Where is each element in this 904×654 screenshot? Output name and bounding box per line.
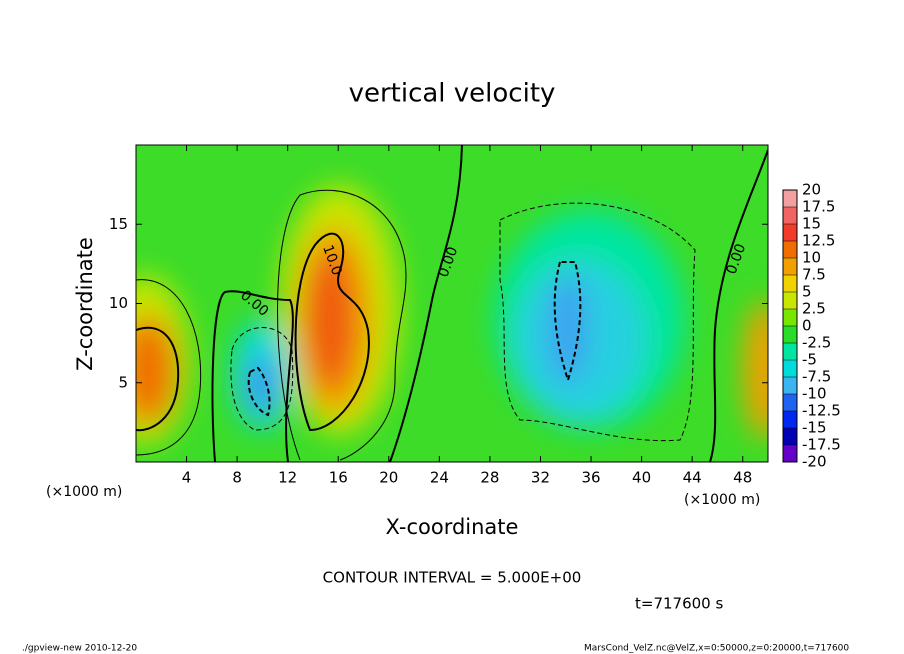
colorbar-label: -10 — [802, 385, 827, 403]
colorbar-label: 2.5 — [802, 300, 826, 318]
colorbar-band — [783, 377, 797, 394]
footer-right: MarsCond_VelZ.nc@VelZ,x=0:50000,z=0:2000… — [584, 644, 849, 654]
colorbar-label: -2.5 — [802, 334, 831, 352]
chart-title: vertical velocity — [349, 79, 556, 109]
colorbar-band — [783, 275, 797, 292]
colorbar-label: 20 — [802, 181, 821, 199]
x-unit-label: (×1000 m) — [684, 492, 760, 508]
colorbar-band — [783, 360, 797, 377]
colorbar-band — [783, 207, 797, 224]
colorbar-band — [783, 309, 797, 326]
x-tick-label: 40 — [632, 469, 651, 487]
colorbar-label: 0 — [802, 317, 812, 335]
x-tick-label: 16 — [329, 469, 348, 487]
colorbar-band — [783, 292, 797, 309]
x-axis-label: X-coordinate — [386, 515, 519, 539]
colorbar-label: 15 — [802, 215, 821, 233]
x-tick-label: 44 — [683, 469, 702, 487]
colorbar-band — [783, 258, 797, 275]
colorbar-label: -7.5 — [802, 368, 831, 386]
colorbar-band — [783, 411, 797, 428]
colorbar-band — [783, 326, 797, 343]
y-tick-label: 5 — [118, 373, 128, 391]
colorbar-label: -17.5 — [802, 436, 841, 454]
time-label: t=717600 s — [635, 595, 723, 613]
contour-interval: CONTOUR INTERVAL = 5.000E+00 — [323, 569, 582, 587]
colorbar-label: 10 — [802, 249, 821, 267]
x-tick-label: 32 — [531, 469, 550, 487]
colorbar-band — [783, 190, 797, 207]
contours — [136, 145, 768, 462]
colorbar-label: 5 — [802, 283, 812, 301]
colorbar-label: 7.5 — [802, 266, 826, 284]
colorbar-label: -15 — [802, 419, 827, 437]
colorbar-label: 17.5 — [802, 198, 835, 216]
x-tick-label: 4 — [182, 469, 192, 487]
colorbar-label: -12.5 — [802, 402, 841, 420]
x-tick-label: 20 — [379, 469, 398, 487]
colorbar-band — [783, 224, 797, 241]
y-tick-label: 15 — [109, 215, 128, 233]
y-axis-label: Z-coordinate — [73, 237, 97, 371]
colorbar-band — [783, 394, 797, 411]
x-unit-label: (×1000 m) — [46, 484, 122, 500]
x-tick-label: 36 — [581, 469, 600, 487]
x-tick-label: 24 — [430, 469, 449, 487]
colorbar-band — [783, 241, 797, 258]
x-tick-label: 28 — [480, 469, 499, 487]
colorbar-label: -5 — [802, 351, 817, 369]
y-tick-label: 10 — [109, 294, 128, 312]
colorbar-label: -20 — [802, 453, 827, 471]
x-tick-label: 12 — [278, 469, 297, 487]
colorbar-band — [783, 428, 797, 445]
colorbar-label: 12.5 — [802, 232, 835, 250]
x-tick-label: 48 — [733, 469, 752, 487]
field — [136, 145, 768, 462]
colorbar-band — [783, 343, 797, 360]
x-tick-label: 8 — [232, 469, 242, 487]
colorbar-band — [783, 445, 797, 462]
footer-left: ./gpview-new 2010-12-20 — [22, 644, 137, 654]
